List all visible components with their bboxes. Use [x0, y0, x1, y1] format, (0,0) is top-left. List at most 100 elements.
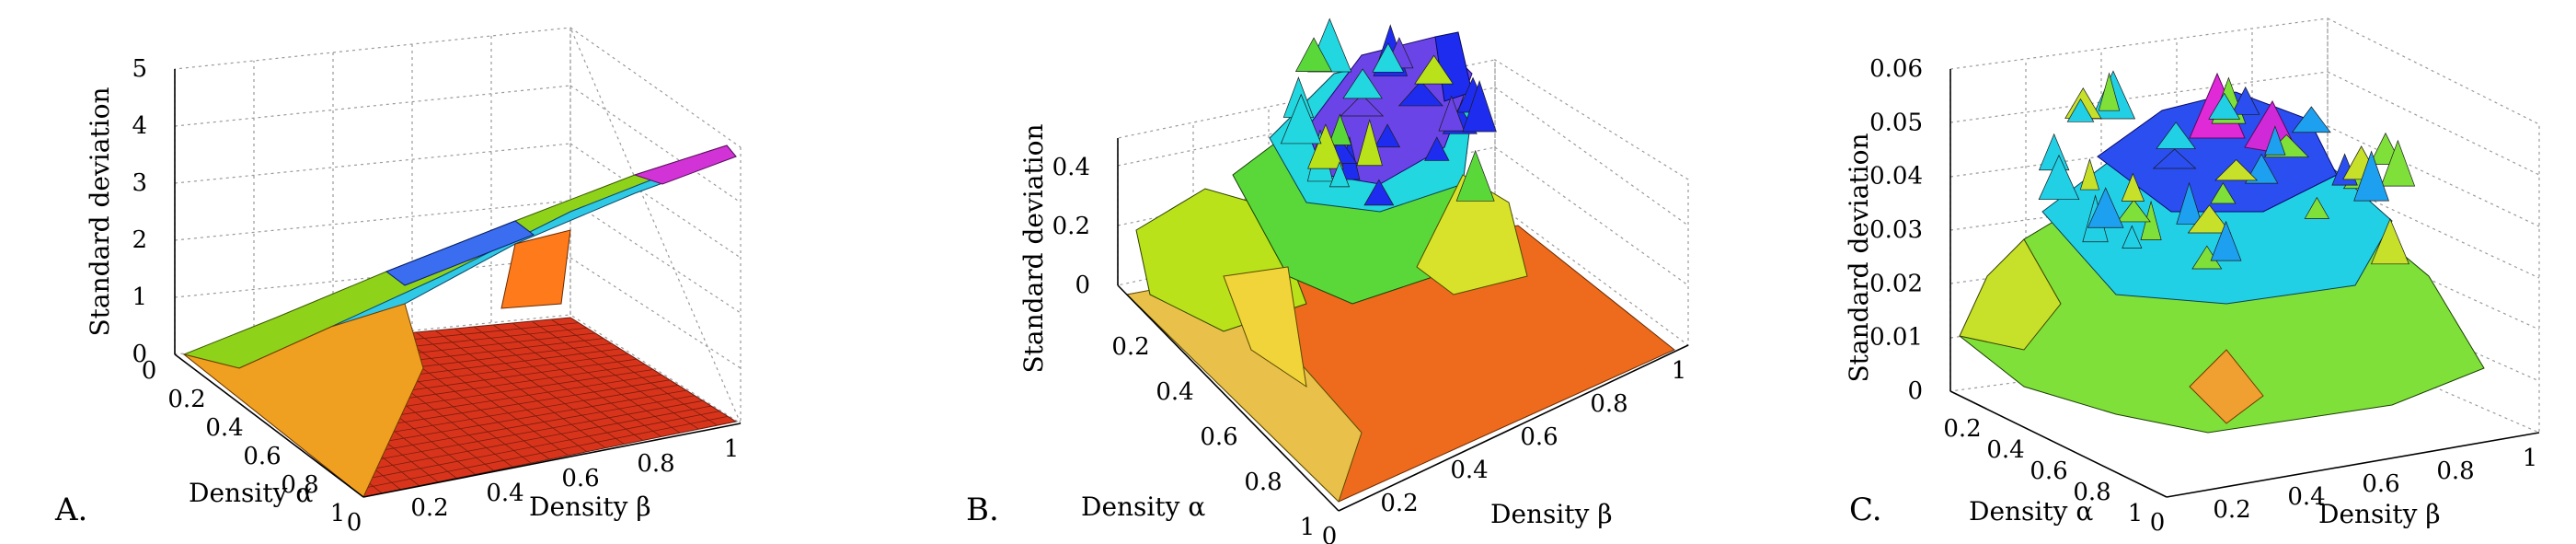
panel-c-spike	[2210, 220, 2242, 261]
panel-b-ylabel: Density α	[1081, 492, 1205, 522]
panel-c-xtick: 0.8	[2436, 457, 2474, 485]
panel-b-spike	[1424, 136, 1450, 161]
panel-a-apron	[183, 303, 424, 498]
panel-b-spike	[1280, 93, 1322, 145]
panel-b: 00.20.40.20.40.60.81 00.20.40.60.81 Stand…	[966, 17, 1689, 544]
panel-c-spike	[2079, 157, 2100, 191]
panel-b-spike	[1363, 179, 1395, 206]
panel-c-spike	[2353, 150, 2390, 202]
panel-a-mesh-line	[434, 330, 606, 449]
panel-a-ridge-top	[633, 145, 737, 185]
panel-c-xtick: 0	[2150, 509, 2166, 537]
panel-c-xlabel: Density β	[2318, 499, 2441, 529]
panel-b-xtick: 0	[1322, 523, 1338, 544]
panel-b-spike	[1374, 123, 1401, 148]
panel-a-ztick: 1	[132, 284, 147, 311]
panel-a-xtick: 0.8	[637, 450, 674, 478]
panel-b-ytick: 0.2	[1111, 333, 1149, 361]
panel-c-orange-front	[2189, 349, 2264, 424]
panel-b-spike	[1340, 94, 1385, 117]
panel-c-ztick: 0.05	[1869, 109, 1923, 136]
panel-c-spike	[2208, 92, 2241, 120]
panel-a-xtick: 0	[347, 509, 362, 537]
panel-c-ztick: 0.01	[1869, 324, 1923, 352]
panel-a-zlabel: Standard deviation	[85, 87, 115, 336]
panel-b-ytick: 1	[1300, 514, 1316, 541]
panel-c-ytick: 0.6	[2030, 457, 2067, 485]
panel-b-label: B.	[966, 492, 999, 528]
panel-b-ztick: 0.4	[1052, 154, 1090, 181]
panel-c-ztick: 0.04	[1869, 163, 1923, 191]
panel-c-ylabel: Density α	[1969, 496, 2093, 527]
panel-b-surface	[1125, 17, 1675, 503]
panel-a-xlabel: Density β	[529, 492, 651, 522]
panel-a-ridge-mid	[385, 220, 535, 286]
panel-a-axes	[174, 69, 742, 498]
panel-c-ztick: 0.06	[1869, 55, 1923, 83]
panel-c-spike	[2087, 187, 2124, 228]
panel-b-spike	[1397, 80, 1443, 107]
panel-a-ztick: 4	[132, 112, 147, 140]
panel-b-xlabel: Density β	[1490, 499, 1613, 529]
panel-a-xtick: 1	[724, 435, 740, 463]
panel-a-mesh-line	[492, 324, 662, 437]
panel-b-xtick: 1	[1672, 357, 1687, 385]
panel-c-spike	[2121, 172, 2145, 202]
panel-c-spike	[2380, 139, 2416, 187]
panel-c-spike	[2176, 181, 2202, 225]
panel-c-ytick: 0.4	[1986, 436, 2024, 464]
panel-a-xtick: 0.4	[486, 480, 523, 507]
panel-c-spike	[2210, 182, 2237, 204]
panel-a-mesh-line	[396, 333, 569, 457]
panel-a-ztick: 3	[132, 169, 147, 197]
panel-b-ytick: 0.4	[1156, 378, 1193, 406]
panel-a-mesh-line	[354, 415, 729, 491]
panel-c-xtick: 0.4	[2287, 483, 2325, 511]
panel-b-spike	[1328, 113, 1352, 145]
panel-a-ytick: 0.4	[205, 414, 243, 442]
panel-c-label: C.	[1849, 492, 1882, 528]
panel-c-spike	[2370, 217, 2409, 265]
panel-a-mesh-line	[550, 318, 718, 426]
panel-a-ytick: 0.2	[167, 386, 205, 413]
panel-a-label: A.	[54, 492, 87, 528]
panel-a-mesh-line	[327, 400, 704, 469]
panel-b-xtick: 0.8	[1590, 390, 1627, 418]
panel-b-spike	[1294, 37, 1333, 72]
panel-b-spike	[1414, 54, 1454, 85]
panel-c-ytick: 0.8	[2073, 479, 2110, 506]
panel-a-mesh-line	[415, 331, 588, 453]
panel-b-spike	[1307, 123, 1344, 169]
panel-a-ytick: 1	[330, 500, 346, 527]
panel-c-spike	[2098, 72, 2121, 111]
panel-c-ytick: 1	[2128, 500, 2144, 527]
panel-a-ztick: 0	[132, 341, 147, 368]
panel-b-spike	[1462, 79, 1497, 133]
panel-b-xtick: 0.6	[1520, 423, 1558, 451]
panel-c-axes	[1949, 69, 2540, 498]
panel-c-ztick: 0	[1907, 377, 1923, 405]
panel-c-spike	[2038, 154, 2080, 201]
panel-c-spike	[2066, 98, 2095, 122]
panel-b-ztick: 0.2	[1052, 213, 1090, 240]
panel-c-spike	[2038, 133, 2070, 171]
panel-b-axes	[1117, 138, 1689, 512]
panel-b-fold	[1223, 266, 1307, 388]
panel-b-right-yellow	[1416, 174, 1528, 295]
panel-c-zlabel: Standard deviation	[1844, 133, 1874, 382]
panel-b-ytick: 0.6	[1200, 423, 1237, 451]
panel-c-spike	[2122, 225, 2143, 249]
panel-a-mesh-line	[336, 405, 712, 477]
panel-a-ztick: 5	[132, 55, 147, 83]
panel-c: 00.010.020.030.040.050.060.20.40.60.81 0 0…	[1844, 17, 2540, 537]
panel-b-spike	[1438, 95, 1465, 132]
panel-a-ytick: 0	[142, 357, 157, 385]
panel-a-grid	[174, 27, 742, 425]
panel-a-mesh-line	[473, 326, 643, 441]
panel-c-ztick: 0.02	[1869, 270, 1923, 297]
panel-c-ytick: 0.2	[1943, 415, 1981, 443]
panel-b-spike	[1328, 161, 1351, 188]
panel-b-ytick: 0.8	[1244, 469, 1282, 496]
panel-c-ztick: 0.03	[1869, 216, 1923, 244]
